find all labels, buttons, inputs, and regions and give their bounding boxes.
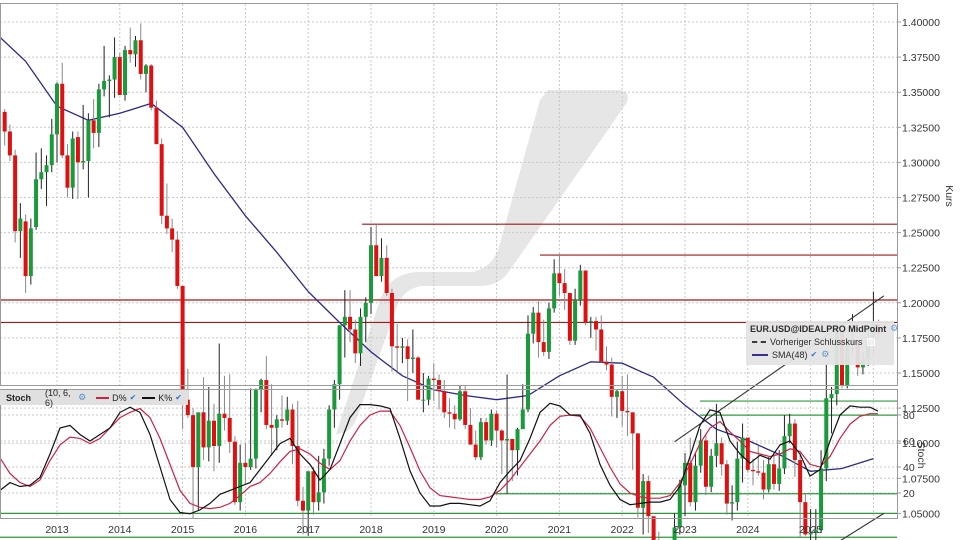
instrument-label: EUR.USD@IDEALPRO MidPoint [750,323,887,334]
legend-instrument[interactable]: EUR.USD@IDEALPRO MidPoint ⚙ [750,322,898,335]
legend-sma[interactable]: SMA(48) ✔ ⚙ [750,348,890,361]
svg-text:1.32500: 1.32500 [902,122,940,134]
stoch-params: (10, 6, 6) [45,387,71,408]
sma-line [0,36,874,472]
svg-text:60: 60 [903,436,915,448]
stoch-name: Stoch [6,392,32,403]
svg-text:1.27500: 1.27500 [902,193,940,205]
svg-text:2015: 2015 [171,524,195,536]
checkmark-icon[interactable]: ✔ [175,393,182,402]
price-panel-frame [0,3,898,386]
sma-label: SMA(48) [772,349,808,360]
legend-prev-close[interactable]: Vorheriger Schlusskurs [750,335,890,348]
svg-text:20: 20 [903,488,915,500]
dashed-line-icon [752,340,766,343]
svg-text:1.37500: 1.37500 [902,52,940,64]
svg-text:2020: 2020 [485,524,509,536]
svg-text:1.10000: 1.10000 [902,438,940,450]
price-y-axis: 1.40000 1.37500 1.35000 1.32500 1.30000 1.275… [897,17,940,520]
svg-text:2017: 2017 [297,524,321,536]
stoch-axis-title: Stoch [915,442,927,469]
svg-text:1.22500: 1.22500 [902,263,940,275]
stoch-y-axis: 80 60 40 20 [897,410,915,500]
svg-text:1.15000: 1.15000 [902,368,940,380]
x-axis: 2013 2014 2015 2016 2017 2018 2019 2020 2021 2022… [45,524,822,536]
watermark-logo [336,90,628,434]
d-line-icon [96,396,110,399]
svg-text:1.05000: 1.05000 [902,508,940,520]
price-legend: EUR.USD@IDEALPRO MidPoint ⚙ Vorheriger S… [746,321,898,365]
stoch-lines [0,402,879,515]
checkbox-icon[interactable] [866,337,875,346]
svg-text:2013: 2013 [45,524,69,536]
svg-text:1.20000: 1.20000 [902,298,940,310]
gear-icon[interactable]: ⚙ [78,392,87,402]
svg-text:40: 40 [903,462,915,474]
svg-text:2016: 2016 [234,524,258,536]
svg-text:2018: 2018 [359,524,383,536]
svg-text:1.12500: 1.12500 [902,403,940,415]
svg-text:1.35000: 1.35000 [902,87,940,99]
svg-text:2014: 2014 [108,524,132,536]
svg-text:1.07500: 1.07500 [902,473,940,485]
price-axis-title: Kurs [943,185,955,207]
svg-text:1.30000: 1.30000 [902,157,940,169]
svg-text:1.40000: 1.40000 [902,17,940,29]
checkmark-icon[interactable]: ✔ [810,350,818,359]
checkmark-icon[interactable]: ✔ [129,393,137,402]
d-label: D% [112,392,127,403]
svg-text:1.17500: 1.17500 [902,333,940,345]
gear-icon[interactable]: ⚙ [890,323,899,333]
gear-icon[interactable]: ⚙ [821,349,830,359]
svg-text:2019: 2019 [422,524,446,536]
svg-text:2025: 2025 [799,524,823,536]
svg-text:2023: 2023 [673,524,697,536]
sma-line-icon [752,353,768,356]
svg-text:2022: 2022 [611,524,635,536]
svg-text:2024: 2024 [736,524,760,536]
stoch-panel-frame [0,389,898,519]
svg-text:2021: 2021 [548,524,572,536]
stoch-legend: Stoch (10, 6, 6) ⚙ D% ✔ K% ✔ [0,387,188,408]
trend-channel [674,295,885,540]
svg-text:80: 80 [903,410,915,422]
prev-close-label: Vorheriger Schlusskurs [770,336,863,347]
svg-text:1.25000: 1.25000 [902,228,940,240]
k-line-icon [142,396,156,399]
k-label: K% [158,392,173,403]
